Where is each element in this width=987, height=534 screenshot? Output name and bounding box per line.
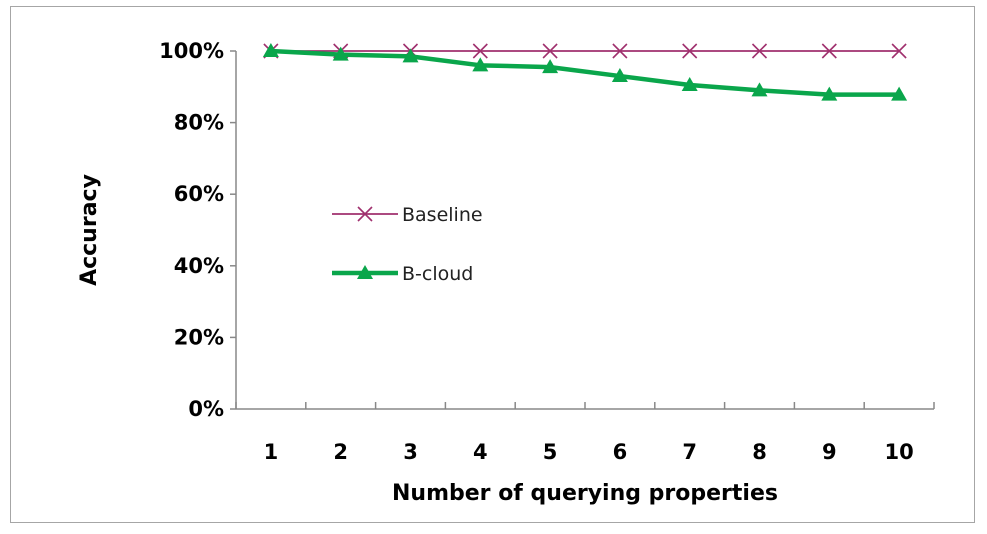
x-marker [821, 43, 837, 59]
y-tick-label: 60% [174, 182, 224, 206]
y-tick-label: 80% [174, 111, 224, 135]
x-tick-label: 4 [473, 440, 488, 464]
legend-item: Baseline [332, 204, 483, 226]
triangle-marker [891, 86, 908, 101]
x-tick-label: 6 [613, 440, 628, 464]
triangle-marker [751, 82, 768, 97]
x-marker [612, 43, 628, 59]
x-tick-label: 1 [264, 440, 279, 464]
triangle-marker [262, 43, 279, 57]
x-tick-label: 10 [884, 440, 913, 464]
triangle-marker [357, 265, 373, 279]
x-marker [682, 43, 698, 59]
series-b-cloud [262, 43, 908, 101]
triangle-marker [472, 57, 489, 72]
axes [235, 51, 934, 410]
x-marker [542, 43, 558, 59]
x-marker [891, 43, 907, 59]
x-marker [357, 206, 373, 222]
triangle-marker [332, 46, 349, 61]
x-tick-label: 7 [682, 440, 697, 464]
series-group [262, 43, 908, 101]
x-marker [472, 43, 488, 59]
legend-label: B-cloud [402, 263, 473, 285]
triangle-marker [821, 86, 838, 101]
x-tick-label: 8 [752, 440, 767, 464]
x-marker [751, 43, 768, 59]
y-tick-label: 40% [174, 254, 224, 278]
x-tick-label: 5 [543, 440, 558, 464]
x-axis-title: Number of querying properties [392, 481, 778, 506]
x-tick-label: 3 [403, 440, 418, 464]
x-tick-label: 2 [333, 440, 348, 464]
x-ticks: 1 2 3 4 5 6 7 8 9 10 [235, 402, 935, 464]
legend: Baseline B-cloud [332, 204, 483, 285]
legend-label: Baseline [402, 204, 483, 226]
y-axis-title: Accuracy [77, 174, 102, 286]
triangle-marker [402, 48, 419, 63]
y-tick-label: 100% [159, 39, 224, 63]
triangle-marker [681, 77, 698, 92]
y-tick-label: 20% [174, 325, 224, 349]
y-ticks: 0% 20% 40% 60% 80% 100% [159, 39, 236, 421]
x-tick-label: 9 [822, 440, 837, 464]
legend-item: B-cloud [332, 263, 473, 285]
triangle-marker [542, 59, 559, 74]
series-line [270, 48, 900, 97]
y-tick-label: 0% [188, 397, 224, 421]
triangle-marker [611, 68, 628, 83]
